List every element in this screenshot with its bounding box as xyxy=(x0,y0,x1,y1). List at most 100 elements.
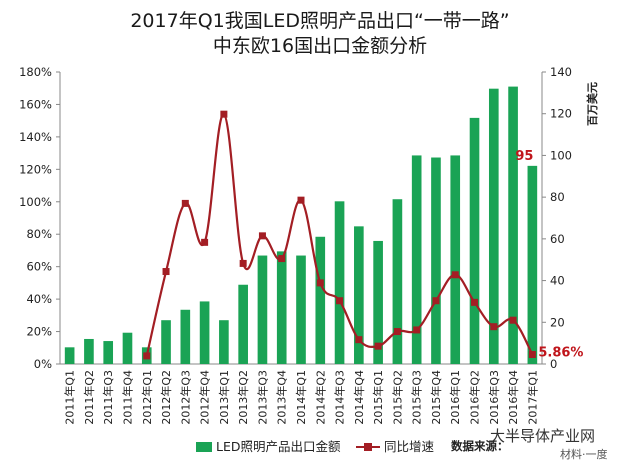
x-tick-label: 2011年Q3 xyxy=(101,370,115,425)
annotations: 95 5.86% xyxy=(515,149,583,361)
left-tick-label: 100% xyxy=(19,195,52,209)
x-tick-label: 2014年Q1 xyxy=(294,370,308,425)
bar xyxy=(488,88,499,364)
x-tick-label: 2011年Q2 xyxy=(82,370,96,425)
left-tick-label: 120% xyxy=(19,162,52,176)
x-tick-label: 2015年Q4 xyxy=(429,370,443,425)
bar xyxy=(161,320,171,364)
chart-title: 2017年Q1我国LED照明产品出口“一带一路” xyxy=(130,10,509,32)
bar xyxy=(508,86,518,364)
right-tick-label: 60 xyxy=(550,232,565,246)
annotation-line-value: 5.86% xyxy=(538,345,583,360)
line-point xyxy=(258,232,266,240)
bar-series xyxy=(64,86,538,364)
bar xyxy=(354,226,364,364)
left-axis-ticks: 0% 20% 40% 60% 80% 100% 120% 140% 160% 180% xyxy=(19,65,60,371)
annotation-bar-value: 95 xyxy=(515,149,533,164)
x-tick-label: 2013年Q2 xyxy=(236,370,250,425)
legend-swatch-marker xyxy=(364,443,372,451)
left-tick-label: 180% xyxy=(19,65,52,79)
bar xyxy=(64,347,75,364)
source-label: 数据来源： xyxy=(451,439,509,453)
bar xyxy=(276,251,287,364)
x-tick-label: 2015年Q1 xyxy=(371,370,385,425)
x-tick-label: 2014年Q3 xyxy=(333,370,347,425)
bar xyxy=(199,301,210,364)
line-point xyxy=(181,199,189,207)
bar xyxy=(431,157,441,364)
x-tick-label: 2012年Q3 xyxy=(178,370,192,425)
line-point xyxy=(162,268,170,276)
line-point xyxy=(471,298,479,306)
x-tick-label: 2016年Q4 xyxy=(506,370,520,425)
bar xyxy=(219,320,229,364)
x-tick-label: 2014年Q4 xyxy=(352,370,366,425)
legend-swatch-bars xyxy=(196,442,212,452)
x-tick-label: 2013年Q3 xyxy=(255,370,269,425)
right-tick-label: 100 xyxy=(550,148,572,162)
legend: LED照明产品出口金额 同比增速 xyxy=(196,439,435,454)
x-tick-label: 2015年Q3 xyxy=(410,370,424,425)
chart-subtitle: 中东欧16国出口金额分析 xyxy=(213,35,427,57)
line-point xyxy=(316,279,324,287)
line-point xyxy=(297,196,305,204)
left-tick-label: 140% xyxy=(19,130,52,144)
bar xyxy=(296,255,306,364)
bar xyxy=(411,155,422,364)
bar xyxy=(334,201,345,364)
watermark-secondary: 材料·一度 xyxy=(560,447,608,461)
right-tick-label: 20 xyxy=(550,315,565,329)
x-tick-label: 2015年Q2 xyxy=(390,370,404,425)
line-point xyxy=(336,297,344,305)
line-point xyxy=(509,316,517,324)
x-tick-label: 2012年Q1 xyxy=(140,370,154,425)
line-point xyxy=(528,350,536,358)
bar xyxy=(315,236,326,364)
legend-label-line: 同比增速 xyxy=(384,439,435,454)
x-tick-label: 2012年Q2 xyxy=(159,370,173,425)
right-tick-label: 40 xyxy=(550,274,565,288)
line-point xyxy=(143,352,151,360)
bar xyxy=(238,284,248,364)
legend-label-bars: LED照明产品出口金额 xyxy=(216,439,341,454)
line-point xyxy=(355,336,363,344)
bar xyxy=(257,255,268,364)
x-tick-label: 2016年Q3 xyxy=(487,370,501,425)
right-axis-ticks: 0 20 40 60 80 100 120 140 xyxy=(542,65,572,371)
left-tick-label: 160% xyxy=(19,97,52,111)
bar xyxy=(469,117,480,364)
line-point xyxy=(239,259,247,267)
left-tick-label: 40% xyxy=(26,292,52,306)
x-tick-label: 2014年Q2 xyxy=(313,370,327,425)
x-tick-label: 2012年Q4 xyxy=(198,370,212,425)
line-point xyxy=(413,326,421,334)
line-series xyxy=(143,110,536,360)
x-axis-ticks: 2011年Q1 2011年Q2 2011年Q3 2011年Q4 2012年Q1 2012年… xyxy=(63,370,540,425)
x-tick-label: 2011年Q4 xyxy=(120,370,134,425)
bar xyxy=(180,309,191,364)
right-tick-label: 80 xyxy=(550,190,565,204)
x-tick-label: 2013年Q1 xyxy=(217,370,231,425)
line-point xyxy=(451,271,459,279)
bar xyxy=(103,341,114,364)
line-point xyxy=(432,297,440,305)
line-point xyxy=(393,328,401,336)
line-point xyxy=(374,342,382,350)
left-tick-label: 80% xyxy=(26,227,52,241)
x-tick-label: 2016年Q2 xyxy=(468,370,482,425)
x-tick-label: 2017年Q1 xyxy=(525,370,539,425)
line-point xyxy=(220,110,228,118)
line-point xyxy=(490,323,498,331)
left-tick-label: 60% xyxy=(26,260,52,274)
bar xyxy=(527,165,538,364)
right-axis-label: 百万美元 xyxy=(585,82,599,126)
left-tick-label: 0% xyxy=(34,357,52,371)
right-tick-label: 0 xyxy=(550,357,557,371)
bar xyxy=(84,338,94,364)
x-tick-label: 2016年Q1 xyxy=(448,370,462,425)
line-point xyxy=(278,255,286,263)
bar xyxy=(392,199,403,364)
x-tick-label: 2011年Q1 xyxy=(63,370,77,425)
right-tick-label: 140 xyxy=(550,65,572,79)
bar xyxy=(122,332,133,364)
